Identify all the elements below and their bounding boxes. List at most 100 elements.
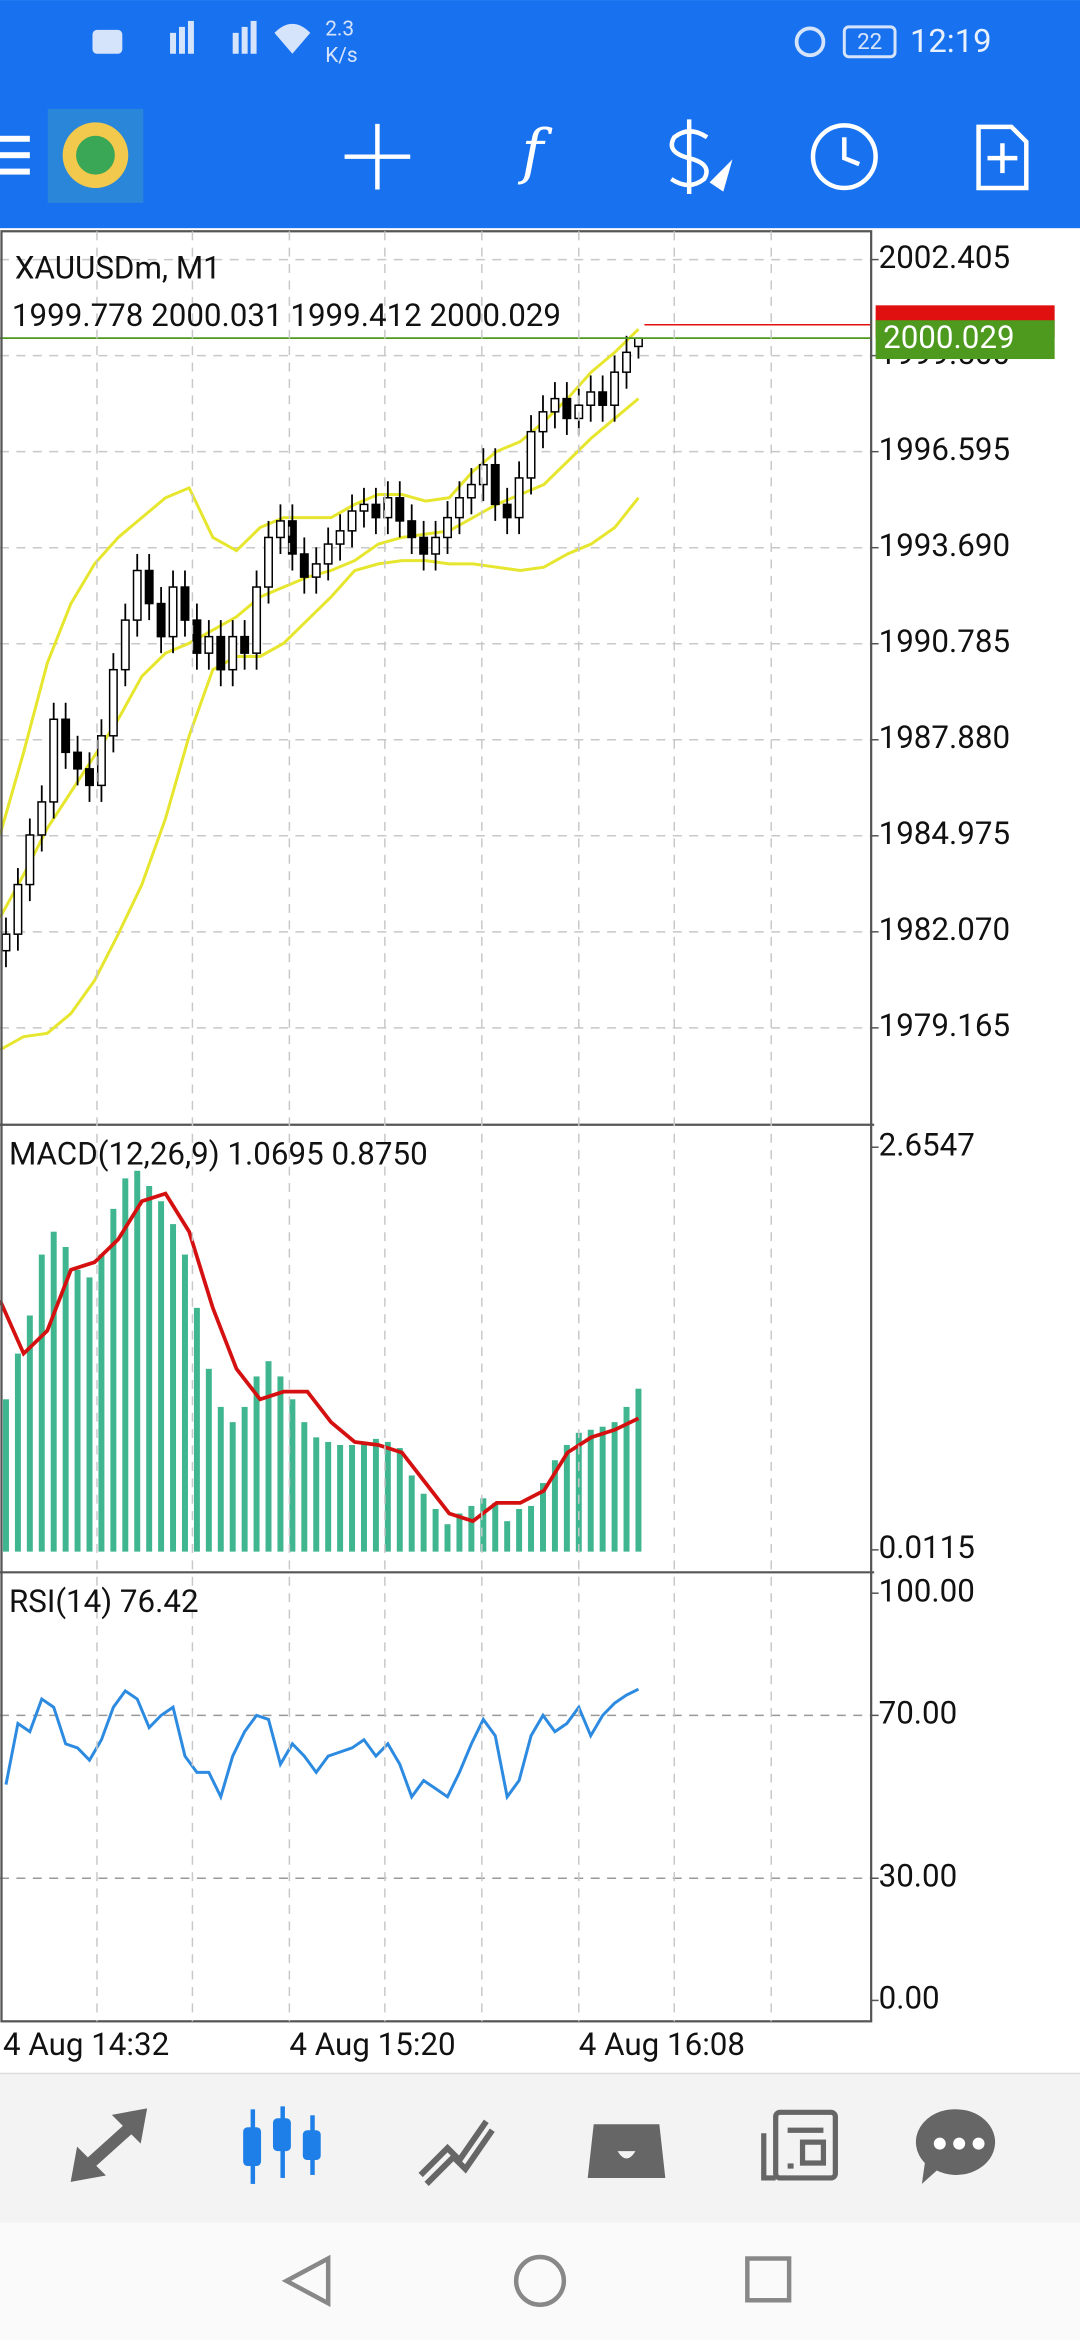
candle-body xyxy=(49,718,59,803)
nav-chart[interactable] xyxy=(243,2106,321,2184)
macd-bar xyxy=(599,1426,606,1552)
candle-body xyxy=(562,397,572,420)
macd-bar xyxy=(122,1178,129,1552)
macd-bar xyxy=(229,1422,236,1552)
macd-bar xyxy=(146,1186,153,1552)
nav-trade[interactable] xyxy=(418,2119,495,2187)
macd-bar xyxy=(337,1444,344,1552)
candle-body xyxy=(347,510,357,532)
rsi-line xyxy=(4,1687,640,1801)
candle-body xyxy=(61,718,71,754)
y-tick-label: 2002.405 xyxy=(879,239,1010,276)
y-tick-label: 1984.975 xyxy=(879,815,1010,852)
candle-body xyxy=(13,883,23,935)
macd-bar xyxy=(396,1448,403,1552)
macd-bar xyxy=(86,1277,93,1552)
candle-body xyxy=(395,497,405,522)
time-label: 4 Aug 15:20 xyxy=(289,2026,455,2063)
candle-body xyxy=(419,536,429,555)
candle-body xyxy=(37,801,47,836)
macd-bar xyxy=(384,1441,391,1552)
macd-bar xyxy=(134,1170,141,1552)
macd-bar xyxy=(14,1353,21,1552)
y-tick-label: 1996.595 xyxy=(879,431,1010,468)
macd-bar xyxy=(611,1422,618,1552)
status-icons xyxy=(92,20,897,59)
macd-bar xyxy=(432,1508,439,1552)
y-tick-label: 1982.070 xyxy=(879,911,1010,948)
macd-bar xyxy=(38,1254,45,1552)
macd-bar xyxy=(528,1505,535,1552)
macd-bar xyxy=(563,1444,570,1552)
battery-icon xyxy=(842,25,897,59)
new-order-button[interactable] xyxy=(976,124,1029,191)
candle-body xyxy=(240,635,250,654)
candle-body xyxy=(228,635,238,671)
candle-body xyxy=(633,337,643,348)
nav-quotes[interactable] xyxy=(70,2108,148,2182)
nav-chat[interactable] xyxy=(915,2109,996,2184)
y-tick-label: 1987.880 xyxy=(879,719,1010,756)
symbol-title: XAUUSDm, M1 xyxy=(15,249,221,286)
macd-bar xyxy=(492,1502,499,1552)
candle-body xyxy=(335,530,345,545)
alarm-icon xyxy=(794,26,826,58)
nav-history[interactable] xyxy=(587,2124,666,2178)
candle-body xyxy=(443,516,452,539)
app-logo-mark xyxy=(76,135,115,175)
candle-body xyxy=(359,503,369,512)
candle-body xyxy=(514,477,524,519)
macd-bar xyxy=(158,1201,165,1552)
system-buttons[interactable] xyxy=(281,2254,792,2307)
crosshair-button[interactable] xyxy=(344,123,411,190)
candle-body xyxy=(96,735,106,787)
macd-bar xyxy=(325,1441,332,1552)
macd-bar xyxy=(301,1422,308,1552)
timeframe-button[interactable] xyxy=(810,123,878,191)
trade-button[interactable] xyxy=(669,119,733,194)
y-tick-label: 1979.165 xyxy=(879,1007,1010,1044)
y-tick-label: 0.0115 xyxy=(879,1529,975,1566)
candle-body xyxy=(371,503,381,519)
candle-body xyxy=(73,751,83,770)
candle-body xyxy=(610,371,620,406)
macd-bar xyxy=(313,1437,320,1552)
candle-body xyxy=(275,520,285,539)
candle-body xyxy=(383,497,393,519)
y-tick-label: 70.00 xyxy=(879,1695,958,1732)
y-tick-label: 2.6547 xyxy=(879,1126,975,1163)
macd-bar xyxy=(50,1231,57,1552)
signal-icon xyxy=(250,20,257,54)
macd-bar xyxy=(217,1406,224,1552)
candle-body xyxy=(204,635,214,654)
candle-body xyxy=(526,430,536,479)
candle-body xyxy=(264,536,273,588)
macd-bar xyxy=(26,1315,33,1552)
candle-body xyxy=(622,351,631,373)
nav-news[interactable] xyxy=(761,2109,838,2181)
candle-body xyxy=(466,483,476,499)
candle-body xyxy=(156,602,166,638)
time-label: 4 Aug 16:08 xyxy=(579,2026,745,2063)
menu-button[interactable] xyxy=(0,135,30,175)
macd-bar xyxy=(468,1505,475,1552)
clock: 12:19 xyxy=(910,23,992,61)
macd-bar xyxy=(289,1399,296,1552)
signal-icon xyxy=(232,32,239,54)
hd-icon xyxy=(92,29,123,54)
macd-bar xyxy=(623,1406,630,1552)
candle-body xyxy=(216,635,226,671)
candle-body xyxy=(598,391,608,406)
macd-title: MACD(12,26,9) 1.0695 0.8750 xyxy=(9,1135,428,1172)
macd-bar xyxy=(420,1493,427,1552)
macd-bar xyxy=(265,1361,272,1552)
macd-bar xyxy=(205,1368,212,1552)
candle-body xyxy=(299,553,309,578)
rsi-title: RSI(14) 76.42 xyxy=(9,1583,199,1620)
macd-bar xyxy=(241,1406,248,1552)
macd-bar xyxy=(516,1508,523,1552)
ohlc-text: 1999.778 2000.031 1999.412 2000.029 xyxy=(12,297,561,334)
candle-body xyxy=(192,619,202,654)
macd-bar xyxy=(253,1376,260,1552)
